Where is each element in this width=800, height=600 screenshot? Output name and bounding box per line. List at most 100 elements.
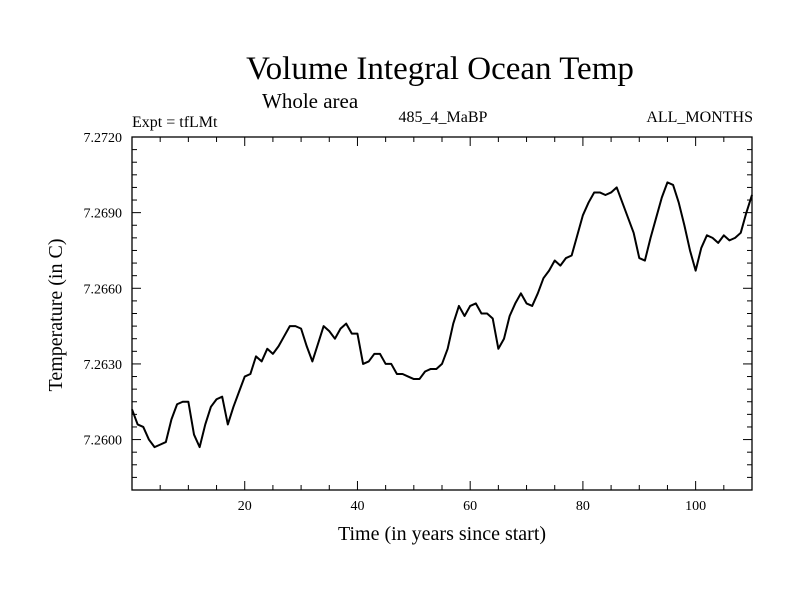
data-point: [396, 373, 398, 375]
period-label: 485_4_MaBP: [399, 109, 488, 126]
data-point: [723, 234, 725, 236]
data-point: [199, 446, 201, 448]
data-point: [317, 343, 319, 345]
data-point: [650, 237, 652, 239]
experiment-label: Expt = tfLMt: [132, 114, 218, 131]
y-tick-label: 7.2720: [84, 131, 123, 146]
data-point: [170, 418, 172, 420]
data-point: [537, 292, 539, 294]
data-point: [520, 292, 522, 294]
data-point: [244, 376, 246, 378]
data-point: [441, 363, 443, 365]
data-point: [255, 355, 257, 357]
x-tick-label: 60: [463, 499, 477, 514]
data-point: [402, 373, 404, 375]
data-point: [278, 345, 280, 347]
data-point: [379, 353, 381, 355]
data-point: [728, 239, 730, 241]
data-point: [604, 194, 606, 196]
data-point: [599, 191, 601, 193]
data-point: [717, 242, 719, 244]
data-point: [503, 338, 505, 340]
data-point: [323, 325, 325, 327]
data-point: [266, 348, 268, 350]
x-tick-label: 100: [685, 499, 706, 514]
data-point: [712, 237, 714, 239]
data-point: [633, 232, 635, 234]
data-point: [745, 212, 747, 214]
data-point: [148, 439, 150, 441]
data-point: [683, 224, 685, 226]
data-point: [385, 363, 387, 365]
data-point: [413, 378, 415, 380]
data-point: [311, 360, 313, 362]
data-point: [672, 184, 674, 186]
data-point: [492, 318, 494, 320]
data-point: [582, 214, 584, 216]
data-point: [452, 323, 454, 325]
axis-ticks: [132, 136, 752, 490]
data-point: [154, 446, 156, 448]
data-point: [447, 348, 449, 350]
data-point: [638, 257, 640, 259]
data-point: [362, 363, 364, 365]
data-point: [328, 330, 330, 332]
data-point: [368, 360, 370, 362]
chart-title: Volume Integral Ocean Temp: [246, 51, 634, 87]
data-point: [204, 423, 206, 425]
data-point: [740, 232, 742, 234]
data-point: [272, 353, 274, 355]
data-point: [514, 302, 516, 304]
data-point: [261, 360, 263, 362]
data-point: [187, 401, 189, 403]
months-label: ALL_MONTHS: [646, 109, 753, 126]
plot-frame: [131, 136, 753, 491]
data-point: [475, 302, 477, 304]
data-point: [576, 234, 578, 236]
data-point: [249, 373, 251, 375]
data-point: [182, 401, 184, 403]
data-point: [221, 396, 223, 398]
data-point: [706, 234, 708, 236]
data-point: [430, 368, 432, 370]
y-axis-label: Temperature (in C): [45, 239, 67, 392]
data-point: [526, 302, 528, 304]
data-point: [407, 376, 409, 378]
data-point: [548, 270, 550, 272]
data-point: [390, 363, 392, 365]
data-point: [159, 444, 161, 446]
data-point: [464, 315, 466, 317]
data-point: [294, 325, 296, 327]
series-line: [131, 181, 753, 449]
data-point: [300, 328, 302, 330]
data-point: [142, 426, 144, 428]
data-point: [565, 257, 567, 259]
data-point: [542, 277, 544, 279]
data-point: [238, 391, 240, 393]
data-point: [227, 423, 229, 425]
data-point: [689, 249, 691, 251]
data-point: [554, 260, 556, 262]
data-point: [655, 217, 657, 219]
y-tick-label: 7.2630: [84, 358, 123, 373]
data-point: [666, 181, 668, 183]
data-point: [232, 406, 234, 408]
x-tick-label: 20: [238, 499, 252, 514]
data-point: [193, 434, 195, 436]
data-point: [216, 398, 218, 400]
tick-labels: 20 40 60 80 100 7.2600 7.2630 7.2660 7.2690 7.272…: [84, 131, 707, 514]
data-point: [678, 202, 680, 204]
data-point: [695, 270, 697, 272]
data-point: [627, 217, 629, 219]
data-point: [351, 333, 353, 335]
data-point: [486, 313, 488, 315]
data-point: [345, 323, 347, 325]
y-tick-label: 7.2690: [84, 207, 123, 222]
data-point: [469, 305, 471, 307]
data-point: [283, 335, 285, 337]
data-point: [497, 348, 499, 350]
data-point: [571, 255, 573, 257]
data-point: [700, 247, 702, 249]
data-point: [621, 202, 623, 204]
data-point: [531, 305, 533, 307]
